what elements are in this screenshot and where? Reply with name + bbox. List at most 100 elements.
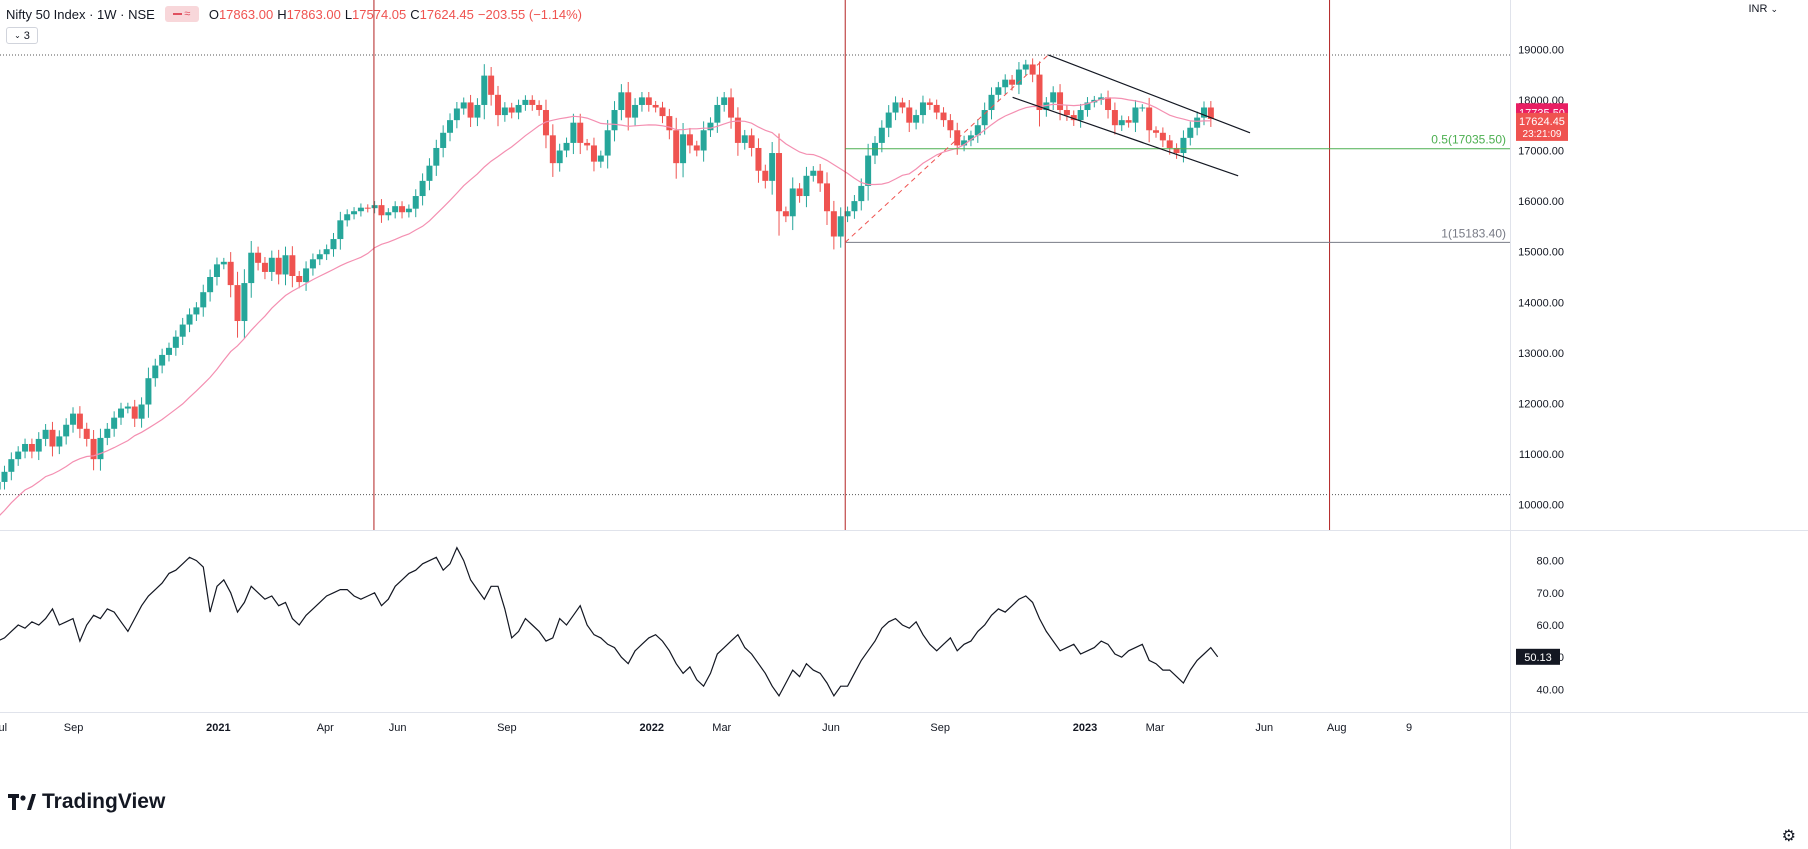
candle-body [1153, 130, 1160, 133]
candle-body [844, 211, 851, 217]
candle-body [1207, 107, 1214, 119]
candle-body [577, 122, 584, 143]
fib-level-label: 1(15183.40) [1441, 226, 1506, 240]
candle-body [378, 205, 385, 216]
candle-body [63, 424, 70, 437]
symbol-title[interactable]: Nifty 50 Index · 1W · NSE [6, 6, 155, 22]
candle-body [940, 112, 947, 121]
candle-body [76, 413, 83, 429]
candle-body [755, 147, 762, 171]
time-tick-label: Sep [497, 722, 517, 734]
price-tick-label: 12000.00 [1518, 399, 1564, 411]
candle-body [584, 142, 591, 146]
price-tick-label: 16000.00 [1518, 196, 1564, 208]
candle-body [693, 145, 700, 151]
candle-body [200, 292, 207, 308]
time-tick-label: Sep [930, 722, 950, 734]
time-tick-label: 2023 [1073, 722, 1097, 734]
candle-body [1022, 64, 1029, 70]
candle-body [1146, 107, 1153, 131]
candle-body [1166, 140, 1173, 148]
tradingview-logo[interactable]: TradingView [8, 790, 165, 814]
candle-body [159, 354, 166, 366]
candle-body [186, 314, 193, 325]
candle-body [659, 107, 666, 117]
candle-body [364, 207, 371, 209]
candle-body [447, 120, 454, 133]
gear-icon[interactable]: ⚙ [1781, 828, 1796, 845]
candle-body [1105, 97, 1112, 111]
approx-icon: ≈ [184, 8, 191, 20]
candle-body [1125, 120, 1132, 123]
candle-body [1043, 102, 1050, 111]
candle-body [323, 249, 330, 255]
rsi-tick-label: 40.00 [1536, 684, 1564, 696]
candle-body [296, 275, 303, 283]
low-value: 17574.05 [352, 6, 407, 22]
candle-body [1063, 110, 1070, 116]
channel-upper-line [1047, 54, 1251, 134]
legend-count: 3 [23, 29, 30, 42]
candle-body [1200, 107, 1207, 118]
candle-body [22, 443, 29, 452]
candle-body [419, 180, 426, 197]
candle-body [481, 75, 488, 105]
candle-body [104, 428, 111, 438]
channel-lower-line [1012, 96, 1239, 177]
candle-body [762, 170, 769, 181]
candle-body [1118, 120, 1125, 126]
candle-body [467, 102, 474, 118]
candle-body [460, 102, 467, 109]
candle-body [817, 170, 824, 184]
candle-body [529, 99, 536, 105]
time-tick-label: Mar [1146, 722, 1165, 734]
candle-body [680, 134, 687, 164]
candle-body [906, 107, 913, 123]
rsi-tick-label: 60.00 [1536, 620, 1564, 632]
currency-selector[interactable]: INR ⌄ [1748, 3, 1778, 15]
candle-body [255, 252, 262, 263]
candle-body [871, 142, 878, 156]
price-tick-label: 13000.00 [1518, 348, 1564, 360]
candle-body [611, 110, 618, 131]
open-value: 17863.00 [218, 6, 274, 22]
candle-body [282, 255, 289, 275]
time-tick-label: Jun [1255, 722, 1273, 734]
candle-body [515, 104, 522, 113]
candle-body [988, 94, 995, 111]
time-tick-label: 2021 [206, 722, 230, 734]
candle-body [97, 437, 104, 460]
legend-toggle-button[interactable]: ⌄ 3 [6, 27, 38, 44]
candle-body [399, 206, 406, 213]
candle-body [1159, 132, 1166, 141]
candle-body [645, 97, 652, 105]
candle-body [268, 257, 275, 272]
candle-body [666, 116, 673, 131]
compare-badge[interactable]: ≈ [164, 6, 199, 22]
tradingview-logo-icon [8, 794, 36, 810]
candle-body [1, 471, 8, 482]
candle-body [124, 406, 131, 409]
candle-body [878, 127, 885, 143]
candle-body [1050, 92, 1057, 103]
candle-body [1002, 79, 1009, 88]
last-price-label: 17624.45 [1519, 116, 1565, 128]
candle-body [8, 459, 15, 472]
candle-body [913, 115, 920, 123]
fib-trend-line [844, 54, 1049, 243]
candle-body [494, 94, 501, 116]
candle-body [213, 264, 220, 277]
close-value: 17624.45 [419, 6, 474, 22]
candle-body [686, 134, 693, 146]
last-price-tag [1516, 112, 1568, 141]
candle-body [83, 428, 90, 439]
candle-body [542, 110, 549, 136]
candle-body [625, 92, 632, 118]
candle-body [776, 153, 783, 212]
low-label: L [344, 6, 353, 22]
candle-body [275, 257, 282, 275]
time-tick-label: Sep [64, 722, 84, 734]
rsi-value-label: 50.13 [1524, 652, 1552, 664]
candle-body [172, 336, 179, 348]
